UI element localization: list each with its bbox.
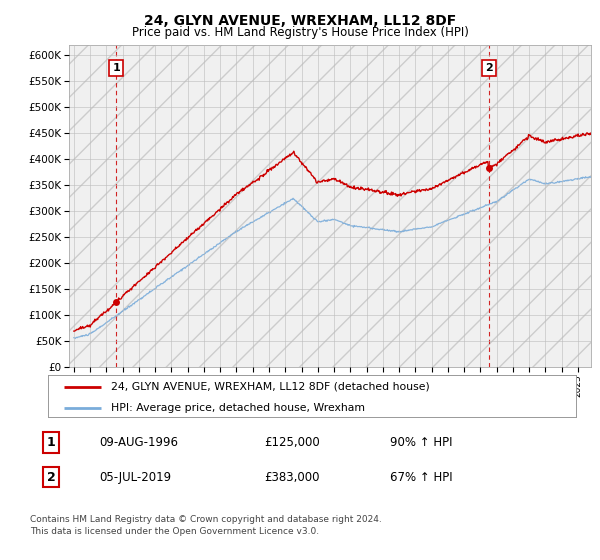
- Text: 2: 2: [485, 63, 493, 73]
- Text: 09-AUG-1996: 09-AUG-1996: [99, 436, 178, 449]
- Text: 67% ↑ HPI: 67% ↑ HPI: [390, 470, 452, 484]
- Text: £383,000: £383,000: [264, 470, 320, 484]
- Text: 1: 1: [47, 436, 55, 449]
- Text: HPI: Average price, detached house, Wrexham: HPI: Average price, detached house, Wrex…: [112, 403, 365, 413]
- Text: £125,000: £125,000: [264, 436, 320, 449]
- Text: 1: 1: [112, 63, 120, 73]
- Text: 2: 2: [47, 470, 55, 484]
- Text: 24, GLYN AVENUE, WREXHAM, LL12 8DF (detached house): 24, GLYN AVENUE, WREXHAM, LL12 8DF (deta…: [112, 382, 430, 392]
- Text: 05-JUL-2019: 05-JUL-2019: [99, 470, 171, 484]
- Text: 90% ↑ HPI: 90% ↑ HPI: [390, 436, 452, 449]
- Text: 24, GLYN AVENUE, WREXHAM, LL12 8DF: 24, GLYN AVENUE, WREXHAM, LL12 8DF: [144, 14, 456, 28]
- Text: Price paid vs. HM Land Registry's House Price Index (HPI): Price paid vs. HM Land Registry's House …: [131, 26, 469, 39]
- Text: Contains HM Land Registry data © Crown copyright and database right 2024.
This d: Contains HM Land Registry data © Crown c…: [30, 515, 382, 536]
